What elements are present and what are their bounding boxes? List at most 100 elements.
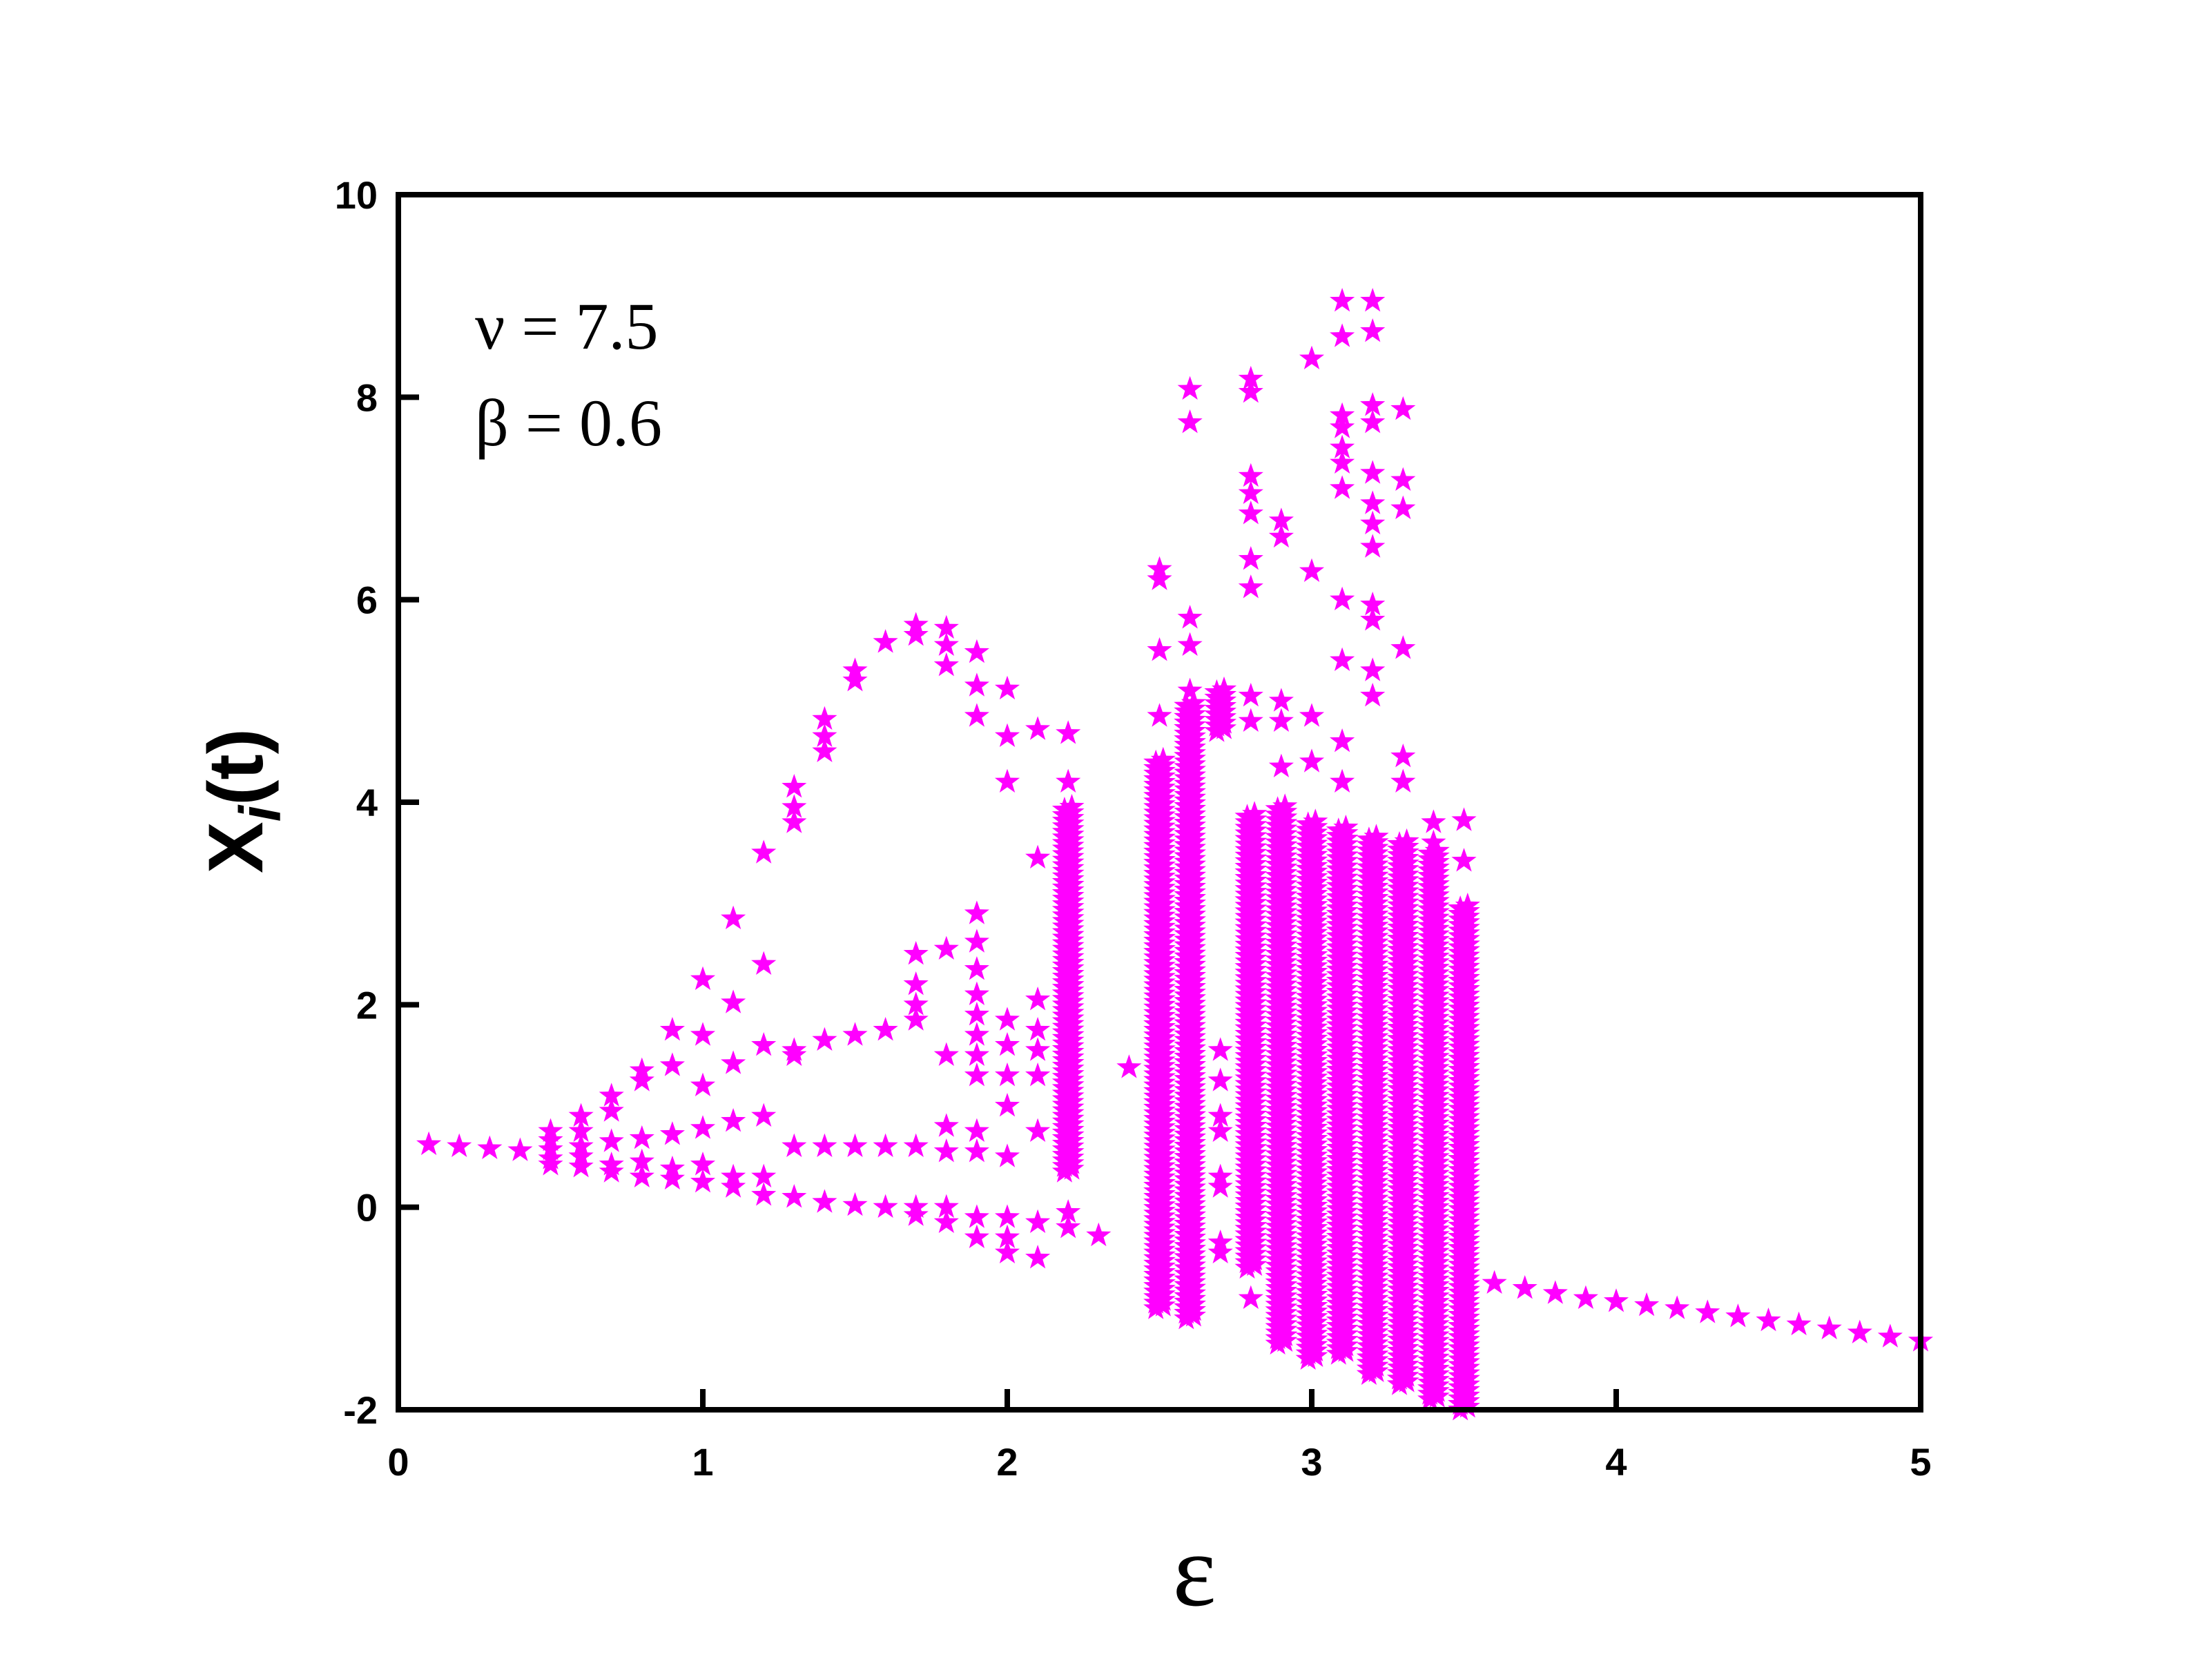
data-point bbox=[416, 1131, 442, 1156]
data-point bbox=[1207, 1118, 1233, 1143]
data-point bbox=[1360, 490, 1386, 514]
data-point bbox=[1086, 1222, 1112, 1247]
data-point bbox=[751, 1032, 777, 1056]
svg-text:Xi(t): Xi(t) bbox=[193, 728, 293, 873]
data-point bbox=[1360, 534, 1386, 558]
data-point bbox=[1268, 753, 1294, 778]
data-point bbox=[964, 981, 989, 1006]
data-point bbox=[1116, 1054, 1142, 1078]
y-axis-label-sub: i bbox=[228, 804, 293, 822]
data-point bbox=[629, 1163, 654, 1188]
data-point bbox=[477, 1135, 503, 1159]
data-point bbox=[1330, 586, 1355, 611]
data-point bbox=[1025, 1037, 1051, 1061]
data-point bbox=[1330, 323, 1355, 347]
data-point bbox=[1025, 844, 1051, 869]
x-axis-label: ε bbox=[1173, 1513, 1216, 1628]
data-point bbox=[1330, 475, 1355, 499]
data-point bbox=[933, 935, 959, 960]
annotation-nu: ν = 7.5 bbox=[475, 289, 659, 363]
y-tick-label: 4 bbox=[356, 781, 378, 824]
data-point bbox=[751, 1182, 777, 1206]
data-point bbox=[751, 951, 777, 976]
data-point bbox=[933, 1113, 959, 1137]
data-point bbox=[1877, 1323, 1903, 1348]
data-point bbox=[964, 1204, 989, 1228]
data-point bbox=[1177, 376, 1203, 400]
data-point bbox=[629, 1125, 654, 1149]
data-point bbox=[690, 1169, 716, 1193]
data-point bbox=[964, 703, 989, 727]
data-point bbox=[1330, 449, 1355, 474]
data-point bbox=[994, 1062, 1020, 1087]
axes bbox=[396, 192, 1923, 1413]
data-point bbox=[1390, 467, 1416, 491]
data-point bbox=[1147, 703, 1172, 727]
data-point bbox=[1330, 288, 1355, 312]
data-point bbox=[1360, 607, 1386, 631]
data-point bbox=[994, 768, 1020, 793]
data-point bbox=[964, 639, 989, 663]
data-point bbox=[1147, 566, 1172, 590]
data-point bbox=[964, 900, 989, 924]
x-tick-label: 4 bbox=[1605, 1440, 1627, 1484]
data-point bbox=[1756, 1307, 1781, 1332]
data-point bbox=[903, 1133, 929, 1158]
data-point bbox=[1847, 1319, 1872, 1343]
data-point bbox=[1177, 605, 1203, 629]
data-point bbox=[994, 723, 1020, 748]
data-point bbox=[1025, 987, 1051, 1011]
data-point bbox=[751, 1103, 777, 1127]
data-point bbox=[812, 1133, 837, 1158]
data-point bbox=[690, 1072, 716, 1097]
data-point bbox=[1390, 744, 1416, 768]
data-point bbox=[812, 738, 837, 763]
data-point bbox=[1665, 1295, 1690, 1319]
data-point bbox=[964, 1138, 989, 1163]
data-point bbox=[782, 1133, 807, 1158]
data-point bbox=[1330, 647, 1355, 672]
data-point bbox=[842, 1022, 868, 1046]
data-point bbox=[1816, 1315, 1842, 1340]
data-point bbox=[964, 929, 989, 953]
y-tick-label: 10 bbox=[335, 173, 378, 217]
data-point bbox=[1238, 574, 1263, 599]
data-point bbox=[1299, 558, 1325, 582]
data-point bbox=[1238, 501, 1263, 525]
data-point bbox=[994, 1143, 1020, 1167]
data-point bbox=[1360, 460, 1386, 484]
x-tick-label: 3 bbox=[1301, 1440, 1322, 1484]
data-point bbox=[994, 1204, 1020, 1228]
y-tick-label: -2 bbox=[343, 1388, 378, 1432]
x-tick-label: 1 bbox=[692, 1440, 713, 1484]
x-tick-label: 2 bbox=[996, 1440, 1018, 1484]
data-point bbox=[599, 1128, 624, 1152]
data-point bbox=[1390, 635, 1416, 659]
y-tick-label: 0 bbox=[356, 1186, 378, 1230]
data-point bbox=[1025, 1118, 1051, 1143]
y-axis-label-main: X bbox=[193, 822, 279, 873]
data-point bbox=[1725, 1303, 1751, 1328]
data-point bbox=[1238, 546, 1263, 570]
data-point bbox=[1238, 708, 1263, 732]
data-point bbox=[1786, 1311, 1812, 1336]
data-point bbox=[1451, 848, 1477, 872]
data-point bbox=[1177, 409, 1203, 434]
data-point bbox=[1360, 683, 1386, 707]
data-point bbox=[1268, 708, 1294, 732]
data-point bbox=[1695, 1299, 1720, 1323]
data-point bbox=[1360, 409, 1386, 434]
data-point bbox=[659, 1017, 685, 1041]
data-point bbox=[1360, 288, 1386, 312]
data-point bbox=[599, 1098, 624, 1122]
data-point bbox=[1207, 1239, 1233, 1264]
data-point bbox=[903, 1007, 929, 1031]
y-axis-label: Xi(t) bbox=[193, 728, 293, 873]
data-point bbox=[1056, 1214, 1081, 1239]
data-point bbox=[964, 1224, 989, 1249]
data-point bbox=[690, 966, 716, 991]
data-point bbox=[1421, 809, 1446, 833]
data-point bbox=[964, 1002, 989, 1026]
